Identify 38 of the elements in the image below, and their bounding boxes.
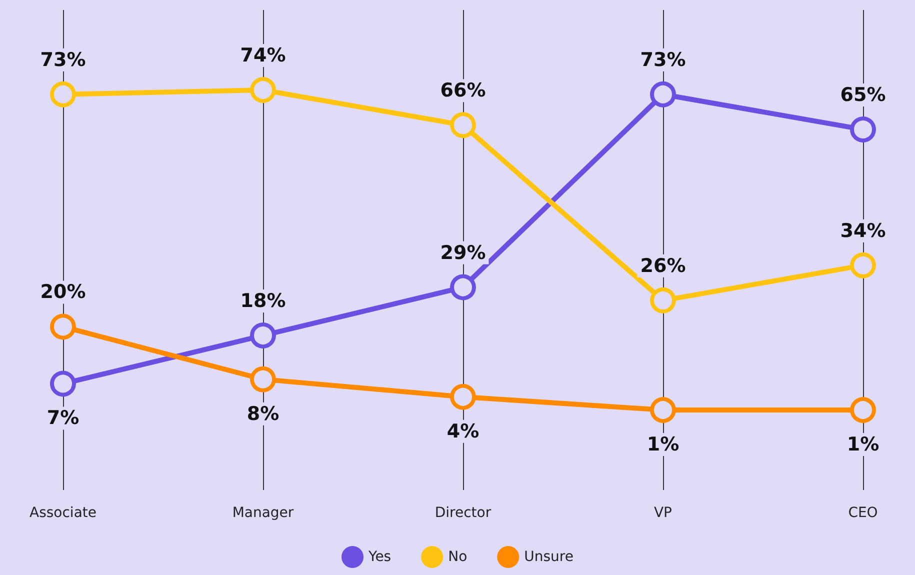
- point: [650, 287, 676, 314]
- data-label: 66%: [440, 80, 486, 102]
- point: [50, 370, 76, 397]
- point: [50, 81, 76, 108]
- data-label: 73%: [640, 48, 686, 71]
- data-label: 74%: [240, 44, 286, 66]
- x-tick-label: VP: [654, 505, 672, 521]
- point: [50, 314, 76, 340]
- x-tick-label: Associate: [30, 505, 96, 521]
- point: [850, 116, 876, 142]
- data-label: 4%: [446, 420, 480, 442]
- legend-label: No: [448, 549, 468, 565]
- legend-label: Unsure: [524, 549, 574, 565]
- data-label: 26%: [640, 254, 686, 277]
- data-label: 1%: [846, 434, 880, 456]
- data-label: 8%: [246, 402, 280, 425]
- data-label: 1%: [646, 434, 680, 456]
- data-label: 20%: [40, 281, 86, 304]
- data-label: 29%: [440, 242, 486, 264]
- point: [650, 81, 676, 108]
- point: [650, 397, 676, 423]
- data-label: 18%: [240, 290, 286, 312]
- data-label: 34%: [840, 220, 886, 242]
- point: [450, 384, 476, 410]
- data-label: 7%: [46, 407, 80, 430]
- legend-label: Yes: [368, 549, 392, 565]
- point: [450, 274, 476, 300]
- point: [250, 77, 276, 103]
- point: [250, 322, 276, 348]
- x-tick-label: Director: [434, 505, 492, 521]
- point: [850, 397, 876, 423]
- point: [450, 112, 476, 138]
- point: [250, 366, 276, 392]
- x-tick-label: Manager: [232, 505, 294, 521]
- x-tick-label: CEO: [848, 505, 878, 521]
- data-label: 65%: [840, 84, 886, 106]
- data-label: 73%: [40, 48, 86, 71]
- point: [850, 252, 876, 278]
